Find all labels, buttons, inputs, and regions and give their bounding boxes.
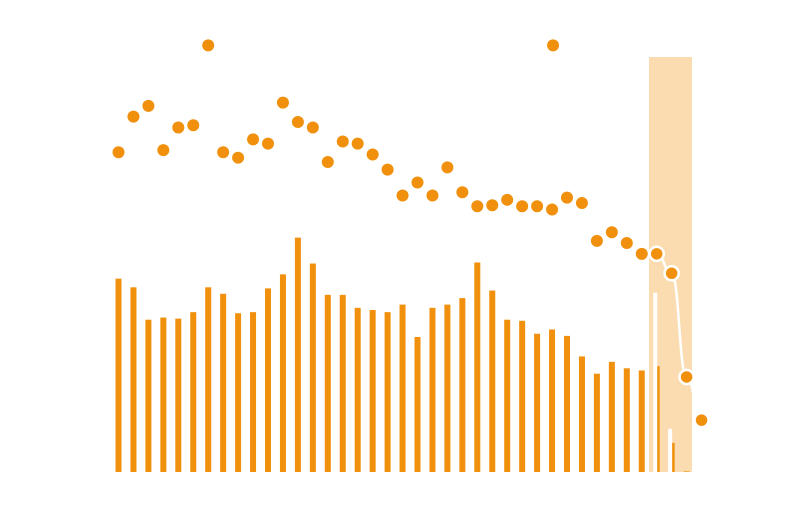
- dot: [411, 176, 424, 189]
- projected-bar: [668, 428, 673, 472]
- dot: [396, 189, 409, 202]
- dot: [321, 156, 334, 169]
- bar: [608, 361, 615, 472]
- projected-dot-marker: [678, 368, 695, 386]
- dot: [262, 137, 274, 150]
- bar: [549, 329, 556, 472]
- outlier-dot: [547, 39, 560, 52]
- dot: [232, 151, 245, 164]
- bar: [354, 307, 361, 472]
- bar: [384, 312, 391, 472]
- dot: [172, 121, 185, 134]
- bar: [250, 312, 257, 472]
- bar: [414, 336, 421, 472]
- dot: [112, 146, 125, 159]
- bar: [534, 333, 541, 472]
- projected-bar: [653, 292, 658, 472]
- bar: [175, 318, 182, 472]
- dot: [426, 189, 439, 202]
- dot: [456, 186, 469, 199]
- bar: [115, 278, 122, 472]
- bar: [324, 294, 331, 472]
- dot: [306, 121, 319, 134]
- projection-layer: [648, 245, 710, 472]
- dot: [635, 247, 648, 260]
- dot: [531, 200, 544, 213]
- bar: [593, 373, 600, 472]
- projected-dot-marker: [648, 245, 665, 263]
- bar: [578, 356, 585, 472]
- bar: [279, 274, 286, 472]
- bar: [444, 304, 451, 472]
- dot: [605, 226, 618, 239]
- dot: [157, 144, 170, 157]
- dot: [546, 203, 559, 216]
- dot: [381, 163, 394, 176]
- bar: [220, 293, 227, 472]
- projected-dot-marker: [663, 265, 680, 282]
- dot: [516, 200, 529, 213]
- bar: [519, 320, 526, 472]
- bar: [638, 370, 645, 472]
- dot: [486, 199, 499, 212]
- projection-line: [656, 252, 703, 422]
- bar: [160, 317, 167, 472]
- bar: [130, 287, 137, 472]
- bar: [429, 307, 436, 472]
- dot: [142, 99, 155, 112]
- bar: [235, 313, 242, 472]
- bar: [190, 312, 197, 472]
- dot: [217, 146, 230, 159]
- projected-dot-marker: [693, 411, 710, 429]
- bar: [459, 298, 466, 472]
- bar: [474, 262, 481, 472]
- dot: [561, 191, 573, 204]
- dot: [590, 234, 603, 247]
- bar: [564, 335, 570, 472]
- dot: [291, 116, 304, 129]
- bar: [623, 368, 630, 472]
- bar: [399, 304, 406, 472]
- dot: [575, 197, 588, 210]
- bar: [309, 263, 316, 472]
- dot: [366, 148, 379, 161]
- dot: [247, 133, 260, 146]
- bar: [369, 309, 376, 472]
- bar: [205, 287, 212, 472]
- dot: [187, 119, 200, 132]
- dot: [127, 110, 140, 123]
- dot: [471, 200, 484, 213]
- dot: [336, 135, 349, 148]
- bar-series: [115, 237, 690, 472]
- dot: [620, 237, 633, 250]
- bar: [504, 319, 511, 472]
- bar: [294, 237, 301, 472]
- dot: [501, 193, 514, 206]
- bar: [489, 290, 496, 472]
- dot: [202, 39, 215, 52]
- bar: [683, 471, 690, 472]
- dot: [441, 161, 454, 174]
- bar: [265, 288, 271, 472]
- dot: [351, 137, 364, 150]
- dot: [276, 96, 289, 109]
- bar: [339, 294, 346, 472]
- bar: [145, 319, 152, 472]
